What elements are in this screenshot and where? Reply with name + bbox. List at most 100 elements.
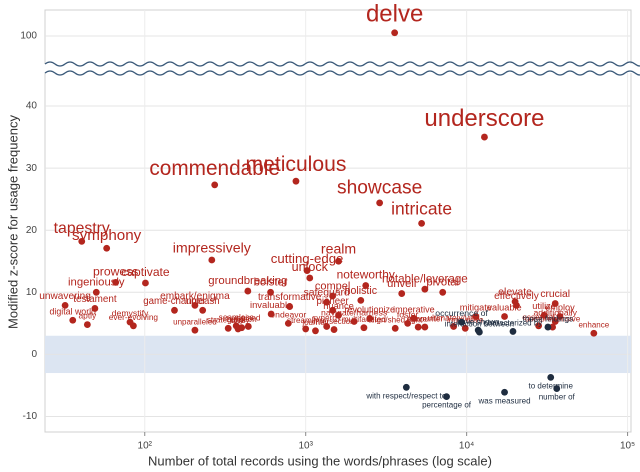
data-point <box>335 311 342 319</box>
point-label: bolster <box>254 277 288 289</box>
point-label: seamless <box>219 312 254 322</box>
point-label: nuance <box>323 301 354 311</box>
data-point <box>556 313 564 320</box>
point-label: encounter <box>407 314 444 323</box>
data-point <box>224 324 232 332</box>
axis-break <box>39 64 637 73</box>
data-point <box>267 288 274 296</box>
point-label: imperative <box>393 304 435 314</box>
data-point <box>330 326 338 333</box>
data-point <box>267 310 275 318</box>
point-label: synergy <box>312 313 342 323</box>
data-point <box>458 318 465 326</box>
point-label: testament <box>73 294 117 305</box>
data-point <box>129 322 137 330</box>
point-label: holistic <box>345 285 378 297</box>
y-tick-label: 20 <box>26 225 38 236</box>
data-point <box>350 318 358 325</box>
data-point <box>421 285 429 293</box>
data-point <box>551 300 559 307</box>
data-point <box>199 306 207 314</box>
data-point <box>302 325 310 333</box>
data-point <box>362 282 370 289</box>
point-label: ingeniously <box>68 277 125 289</box>
point-label: elevate <box>498 286 532 298</box>
data-point <box>323 298 331 306</box>
point-label: ultimately/vital <box>428 313 480 323</box>
point-label: mitigate <box>460 302 492 312</box>
point-label: these findings <box>523 314 574 323</box>
data-point <box>544 323 552 331</box>
data-point <box>402 383 410 391</box>
point-label: with respect/respect to <box>365 391 447 400</box>
point-label: intricate <box>391 199 452 219</box>
y-tick-label: 10 <box>26 287 38 298</box>
point-label: intersection <box>314 317 355 326</box>
point-label: noteworthy <box>337 267 395 281</box>
data-point <box>443 393 450 401</box>
data-point <box>501 313 508 320</box>
point-label: unleash <box>186 296 220 307</box>
point-label: captivate <box>121 265 170 279</box>
point-label: demystify <box>112 308 149 318</box>
data-point <box>439 288 447 296</box>
data-point <box>329 306 337 314</box>
point-label: unparalleled <box>173 317 217 326</box>
point-label: have shown <box>457 317 500 326</box>
data-point <box>312 327 319 335</box>
data-point <box>418 219 426 227</box>
data-point <box>286 303 294 310</box>
point-label: ever-evolving <box>109 312 159 322</box>
point-label: embark/enigma <box>160 291 230 302</box>
y-tick-label: 100 <box>20 31 37 42</box>
data-point <box>366 314 374 322</box>
data-point <box>335 257 342 265</box>
data-point <box>551 318 559 325</box>
data-point <box>391 29 399 37</box>
data-point <box>103 244 111 252</box>
point-label: delve <box>366 1 423 28</box>
data-point <box>535 322 543 330</box>
data-point <box>461 324 469 332</box>
point-label: groundbreaking <box>208 275 287 287</box>
point-label: poised <box>236 313 261 323</box>
point-label: notable/leverage <box>382 272 468 285</box>
point-label: impressively <box>173 240 252 256</box>
data-point <box>475 328 483 336</box>
point-label: navigate/harness <box>321 308 388 318</box>
point-label: meticulous <box>246 153 347 176</box>
point-label: crucial <box>540 289 570 300</box>
data-point <box>171 306 178 314</box>
data-point <box>61 301 69 309</box>
data-point <box>83 321 91 328</box>
point-label: unwavering <box>39 291 91 302</box>
data-point <box>191 326 199 334</box>
data-point <box>421 323 429 331</box>
y-tick-label: 40 <box>26 101 38 112</box>
data-point <box>69 316 77 324</box>
point-label: comprehensive <box>525 314 581 323</box>
point-label: digital world <box>50 306 97 316</box>
data-point <box>238 324 246 332</box>
data-point <box>91 305 99 312</box>
axis-break-line <box>44 61 640 67</box>
data-point <box>284 319 292 327</box>
x-tick-label: 10⁵ <box>620 441 635 452</box>
point-label: dive <box>231 316 246 325</box>
point-label: invaluable <box>250 299 292 310</box>
axis-break-line <box>44 70 640 76</box>
point-label: aptly <box>79 311 98 321</box>
point-label: cutting-edge <box>271 251 344 266</box>
point-label: strategically <box>207 316 251 325</box>
point-label: utilize <box>532 301 556 311</box>
point-label: unlock <box>292 260 329 274</box>
data-point <box>211 181 219 189</box>
point-label: burgeon <box>227 315 257 324</box>
point-label: align/shed light <box>368 316 423 325</box>
data-point <box>329 292 337 300</box>
x-tick-label: 10⁴ <box>459 441 474 452</box>
data-point <box>323 323 331 330</box>
data-point <box>509 328 517 335</box>
point-label: enhance <box>578 321 609 330</box>
point-label: number of <box>539 393 576 402</box>
